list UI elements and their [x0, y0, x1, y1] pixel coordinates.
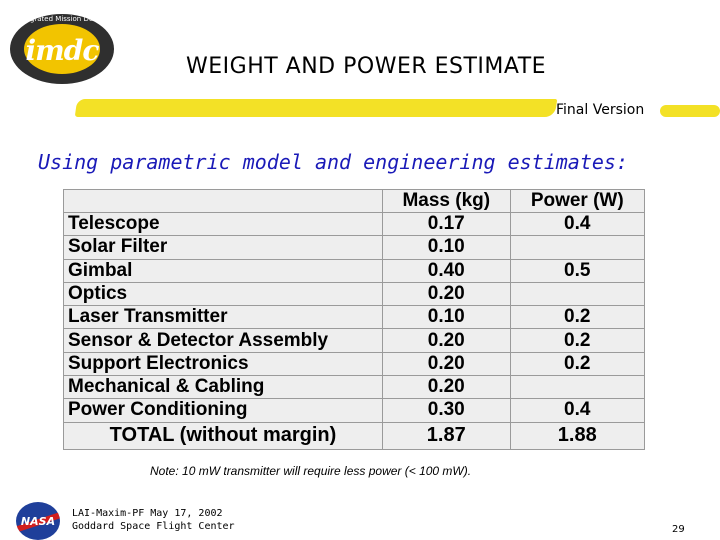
page-number: 29: [672, 524, 685, 535]
table-row: Support Electronics 0.20 0.2: [63, 351, 646, 376]
row-mass: 0.17: [382, 211, 511, 237]
table-row: Optics 0.20: [63, 281, 646, 307]
row-mass: 0.20: [382, 281, 511, 307]
row-power: [509, 235, 646, 260]
version-label: Final Version: [556, 102, 645, 118]
estimate-table: Mass (kg) Power (W) Telescope 0.17 0.4 S…: [63, 189, 646, 451]
footer-line-1: LAI-Maxim-PF May 17, 2002: [72, 508, 223, 519]
row-mass: 0.10: [382, 235, 511, 260]
row-item: Solar Filter: [63, 235, 383, 260]
table-header-row: Mass (kg) Power (W): [63, 189, 646, 213]
row-power: [509, 374, 646, 400]
row-power: 0.2: [509, 351, 646, 376]
row-mass: 0.20: [382, 351, 511, 376]
total-power: 1.88: [509, 421, 646, 451]
highlight-stroke: [74, 99, 558, 117]
page-title: WEIGHT AND POWER ESTIMATE: [186, 54, 547, 79]
subtitle: Using parametric model and engineering e…: [38, 150, 629, 174]
row-item: Gimbal: [63, 258, 383, 283]
column-header-power: Power (W): [509, 189, 646, 213]
row-mass: 0.20: [382, 374, 511, 400]
total-row: TOTAL (without margin) 1.87 1.88: [63, 421, 646, 451]
column-header-mass: Mass (kg): [382, 189, 511, 213]
table-row: Solar Filter 0.10: [63, 235, 646, 260]
table-row: Mechanical & Cabling 0.20: [63, 374, 646, 400]
row-mass: 0.30: [382, 398, 511, 423]
total-label: TOTAL (without margin): [63, 421, 383, 451]
row-power: 0.2: [509, 305, 646, 330]
total-mass: 1.87: [382, 421, 511, 451]
row-power: 0.2: [509, 328, 646, 353]
row-power: 0.5: [509, 258, 646, 283]
row-mass: 0.20: [382, 328, 511, 353]
row-mass: 0.10: [382, 305, 511, 330]
logo-globe: [24, 24, 100, 74]
column-header-item: [63, 189, 383, 213]
nasa-logo: NASA: [16, 502, 60, 540]
row-item: Support Electronics: [63, 351, 383, 376]
row-item: Mechanical & Cabling: [63, 374, 383, 400]
row-mass: 0.40: [382, 258, 511, 283]
row-power: 0.4: [509, 398, 646, 423]
logo-ring-text: Integrated Mission Design Center: [16, 15, 108, 33]
footer-info: LAI-Maxim-PF May 17, 2002 Goddard Space …: [72, 507, 235, 533]
highlight-stroke-right: [660, 105, 720, 117]
nasa-logo-text: NASA: [20, 515, 56, 528]
table-row: Gimbal 0.40 0.5: [63, 258, 646, 283]
row-item: Power Conditioning: [63, 398, 383, 423]
logo-text: imdc: [25, 34, 100, 67]
row-item: Sensor & Detector Assembly: [63, 328, 383, 353]
row-power: 0.4: [509, 211, 646, 237]
table-row: Power Conditioning 0.30 0.4: [63, 398, 646, 423]
imdc-logo: Integrated Mission Design Center imdc: [10, 14, 114, 84]
row-item: Telescope: [63, 211, 383, 237]
footer-line-2: Goddard Space Flight Center: [72, 521, 235, 532]
table-row: Laser Transmitter 0.10 0.2: [63, 305, 646, 330]
row-power: [509, 281, 646, 307]
table-row: Sensor & Detector Assembly 0.20 0.2: [63, 328, 646, 353]
table-row: Telescope 0.17 0.4: [63, 211, 646, 237]
row-item: Laser Transmitter: [63, 305, 383, 330]
footnote: Note: 10 mW transmitter will require les…: [150, 464, 472, 478]
row-item: Optics: [63, 281, 383, 307]
